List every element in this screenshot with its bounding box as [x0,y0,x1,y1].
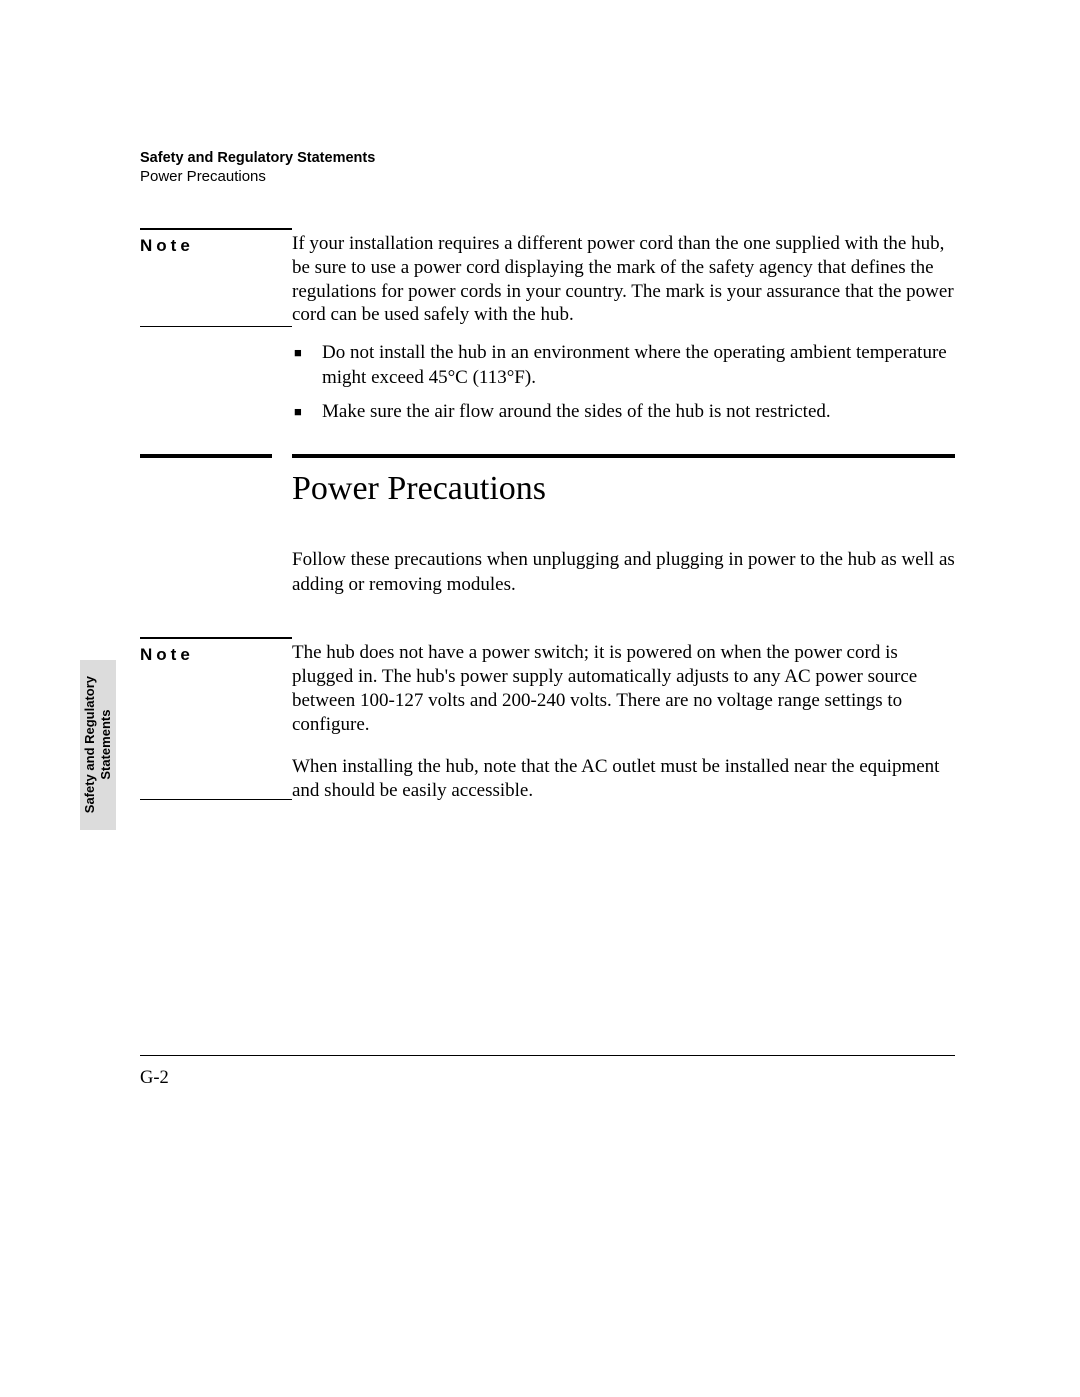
header-subsection: Power Precautions [140,167,955,187]
running-header: Safety and Regulatory Statements Power P… [140,150,955,188]
side-tab: Safety and Regulatory Statements [80,660,116,830]
note-text-1: If your installation requires a differen… [292,228,955,328]
section-intro: Follow these precautions when unplugging… [292,548,955,597]
note2-paragraph-1: The hub does not have a power switch; it… [292,641,955,737]
note2-paragraph-2: When installing the hub, note that the A… [292,755,955,803]
note-label-1: Note [140,228,292,327]
header-chapter: Safety and Regulatory Statements [140,150,955,167]
note-block-2: Note The hub does not have a power switc… [140,637,955,803]
bullet-icon: ■ [292,400,322,424]
list-item: ■ Make sure the air flow around the side… [292,400,955,424]
note-block-1: Note If your installation requires a dif… [140,228,955,328]
side-tab-line2: Statements [98,710,113,780]
page-body: Safety and Regulatory Statements Power P… [140,150,955,803]
bullet-text-2: Make sure the air flow around the sides … [322,400,955,424]
side-tab-line1: Safety and Regulatory [82,676,97,813]
section-heading: Power Precautions [292,470,955,508]
footer-rule [140,1055,955,1056]
bullet-list: ■ Do not install the hub in an environme… [292,341,955,424]
section-rule [140,454,955,458]
bullet-icon: ■ [292,341,322,365]
bullet-text-1: Do not install the hub in an environment… [322,341,955,390]
list-item: ■ Do not install the hub in an environme… [292,341,955,390]
page-number: G-2 [140,1068,169,1089]
note-label-2: Note [140,637,292,800]
